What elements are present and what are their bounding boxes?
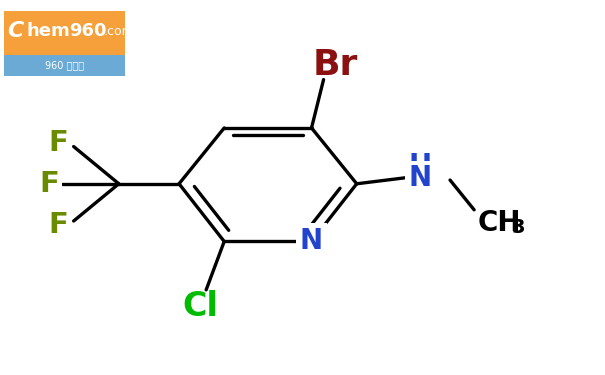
Text: Cl: Cl	[182, 290, 218, 323]
Text: .com: .com	[104, 25, 134, 38]
Text: Br: Br	[313, 48, 358, 82]
Text: F: F	[48, 129, 68, 157]
Text: N: N	[300, 228, 323, 255]
Text: F: F	[48, 211, 68, 239]
Text: F: F	[40, 170, 59, 198]
Text: 960 化工网: 960 化工网	[45, 60, 84, 70]
FancyBboxPatch shape	[4, 56, 125, 76]
FancyBboxPatch shape	[4, 12, 125, 56]
Text: hem: hem	[27, 22, 70, 40]
Text: CH: CH	[477, 209, 521, 237]
Text: H: H	[408, 152, 431, 180]
Text: 960: 960	[69, 22, 106, 40]
Text: N: N	[408, 164, 431, 192]
Text: C: C	[7, 21, 24, 41]
Text: 3: 3	[511, 218, 525, 237]
